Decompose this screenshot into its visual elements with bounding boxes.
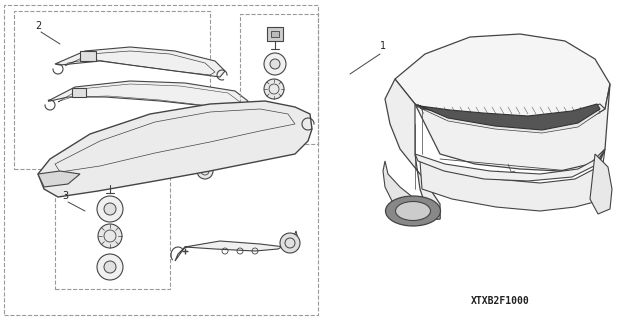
- Circle shape: [197, 163, 213, 179]
- Polygon shape: [415, 149, 605, 181]
- Circle shape: [270, 59, 280, 69]
- Circle shape: [405, 203, 421, 219]
- Ellipse shape: [385, 196, 440, 226]
- Bar: [14, 11, 210, 169]
- Polygon shape: [420, 149, 605, 211]
- Bar: [240, 14, 318, 144]
- Polygon shape: [590, 154, 612, 214]
- Circle shape: [280, 233, 300, 253]
- Polygon shape: [415, 84, 610, 171]
- Bar: [55, 164, 170, 289]
- Polygon shape: [418, 104, 600, 130]
- Polygon shape: [55, 47, 225, 77]
- Circle shape: [97, 196, 123, 222]
- Polygon shape: [383, 161, 440, 219]
- Polygon shape: [415, 104, 605, 131]
- Polygon shape: [175, 231, 298, 261]
- Polygon shape: [38, 171, 80, 187]
- Circle shape: [269, 114, 279, 124]
- Circle shape: [104, 203, 116, 215]
- Circle shape: [104, 261, 116, 273]
- FancyBboxPatch shape: [106, 177, 114, 182]
- Polygon shape: [395, 34, 610, 131]
- Circle shape: [98, 224, 122, 248]
- Circle shape: [264, 79, 284, 99]
- Circle shape: [263, 108, 285, 130]
- Bar: [4, 5, 318, 315]
- Text: 3: 3: [62, 191, 68, 201]
- FancyBboxPatch shape: [271, 31, 279, 37]
- Bar: [72, 88, 86, 97]
- Circle shape: [264, 53, 286, 75]
- Circle shape: [199, 138, 211, 150]
- Polygon shape: [420, 106, 600, 133]
- Polygon shape: [38, 101, 312, 197]
- Circle shape: [193, 132, 217, 156]
- FancyBboxPatch shape: [267, 27, 283, 41]
- Ellipse shape: [396, 202, 431, 220]
- Text: 2: 2: [35, 21, 41, 31]
- FancyBboxPatch shape: [102, 173, 118, 185]
- Bar: [80, 51, 96, 61]
- Text: 1: 1: [380, 41, 386, 51]
- Text: XTXB2F1000: XTXB2F1000: [470, 296, 529, 306]
- Polygon shape: [385, 79, 440, 219]
- Polygon shape: [48, 81, 248, 109]
- Circle shape: [97, 254, 123, 280]
